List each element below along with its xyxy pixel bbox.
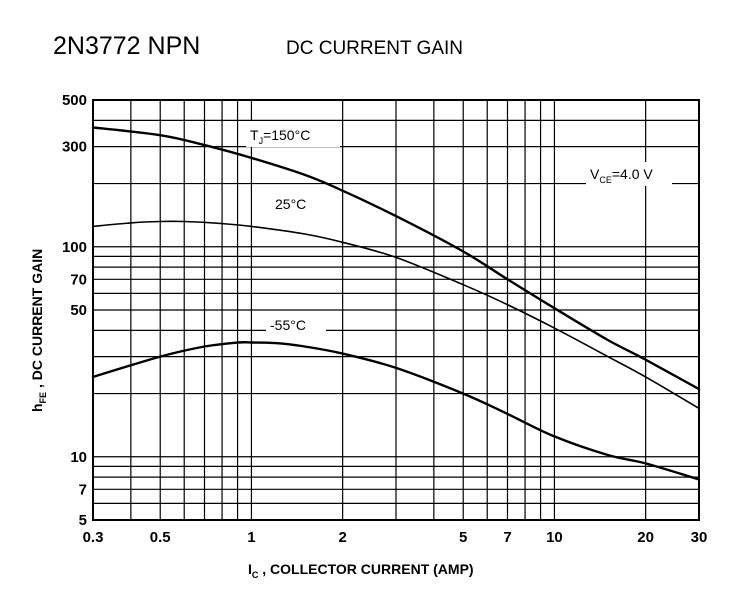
series-line-tj-150-c [91, 126, 701, 391]
y-tick-label-500: 500 [62, 92, 87, 109]
annotation-vce: VCE=4.0 V [586, 162, 672, 186]
svg-text:VCE=4.0 V: VCE=4.0 V [590, 166, 653, 185]
y-tick-label-7: 7 [79, 481, 87, 498]
series-line-55-c [91, 341, 701, 481]
x-tick-label-5: 5 [459, 529, 467, 546]
series-curves [91, 126, 701, 481]
y-tick-label-70: 70 [70, 271, 87, 288]
annotation-tj150-sub: J [259, 136, 264, 146]
x-axis-label: IC , COLLECTOR CURRENT (AMP) [248, 561, 474, 580]
annotation-minus55c: -55°C [266, 312, 326, 336]
annotation-vce-rest: =4.0 V [612, 166, 654, 182]
x-tick-label-0-5: 0.5 [150, 529, 171, 546]
x-axis-label-main: I [248, 561, 252, 577]
y-axis-label-rest: , DC CURRENT GAIN [29, 249, 45, 392]
annotation-tj150-label: T [250, 127, 259, 143]
x-tick-label-1: 1 [247, 529, 255, 546]
y-axis-label: hFE , DC CURRENT GAIN [29, 249, 48, 412]
y-tick-label-50: 50 [70, 302, 87, 319]
x-tick-labels: 0.3 0.5 1 2 5 7 10 20 30 [83, 529, 708, 546]
annotation-vce-sub: CE [599, 175, 612, 185]
x-tick-label-30: 30 [691, 529, 708, 546]
y-axis-label-main: h [29, 403, 45, 412]
series-line-25-c [92, 220, 700, 410]
plot-frame [92, 99, 700, 521]
x-tick-label-10: 10 [546, 529, 563, 546]
x-tick-label-20: 20 [637, 529, 654, 546]
svg-text:TJ=150°C: TJ=150°C [250, 127, 310, 146]
y-tick-label-10: 10 [70, 449, 87, 466]
x-tick-label-7: 7 [503, 529, 511, 546]
y-tick-label-300: 300 [62, 139, 87, 156]
annotation-minus55c-label: -55°C [270, 317, 306, 333]
y-tick-label-5: 5 [79, 512, 87, 529]
x-axis-label-rest: , COLLECTOR CURRENT (AMP) [258, 561, 473, 577]
x-axis-label-sub: C [252, 570, 259, 580]
annotation-vce-label: V [590, 166, 600, 182]
annotation-tj150: TJ=150°C [246, 121, 340, 147]
y-tick-label-100: 100 [62, 239, 87, 256]
annotation-tj150-rest: =150°C [263, 127, 310, 143]
annotation-25c-label: 25°C [275, 196, 306, 212]
chart-subtitle: DC CURRENT GAIN [286, 38, 463, 59]
chart-title: 2N3772 NPN [53, 32, 200, 60]
y-tick-labels: 5 7 10 50 70 100 300 500 [62, 92, 87, 529]
x-tick-label-2: 2 [338, 529, 346, 546]
x-tick-label-0-3: 0.3 [83, 529, 104, 546]
annotation-25c: 25°C [270, 191, 330, 215]
y-axis-label-sub: FE [38, 392, 48, 404]
